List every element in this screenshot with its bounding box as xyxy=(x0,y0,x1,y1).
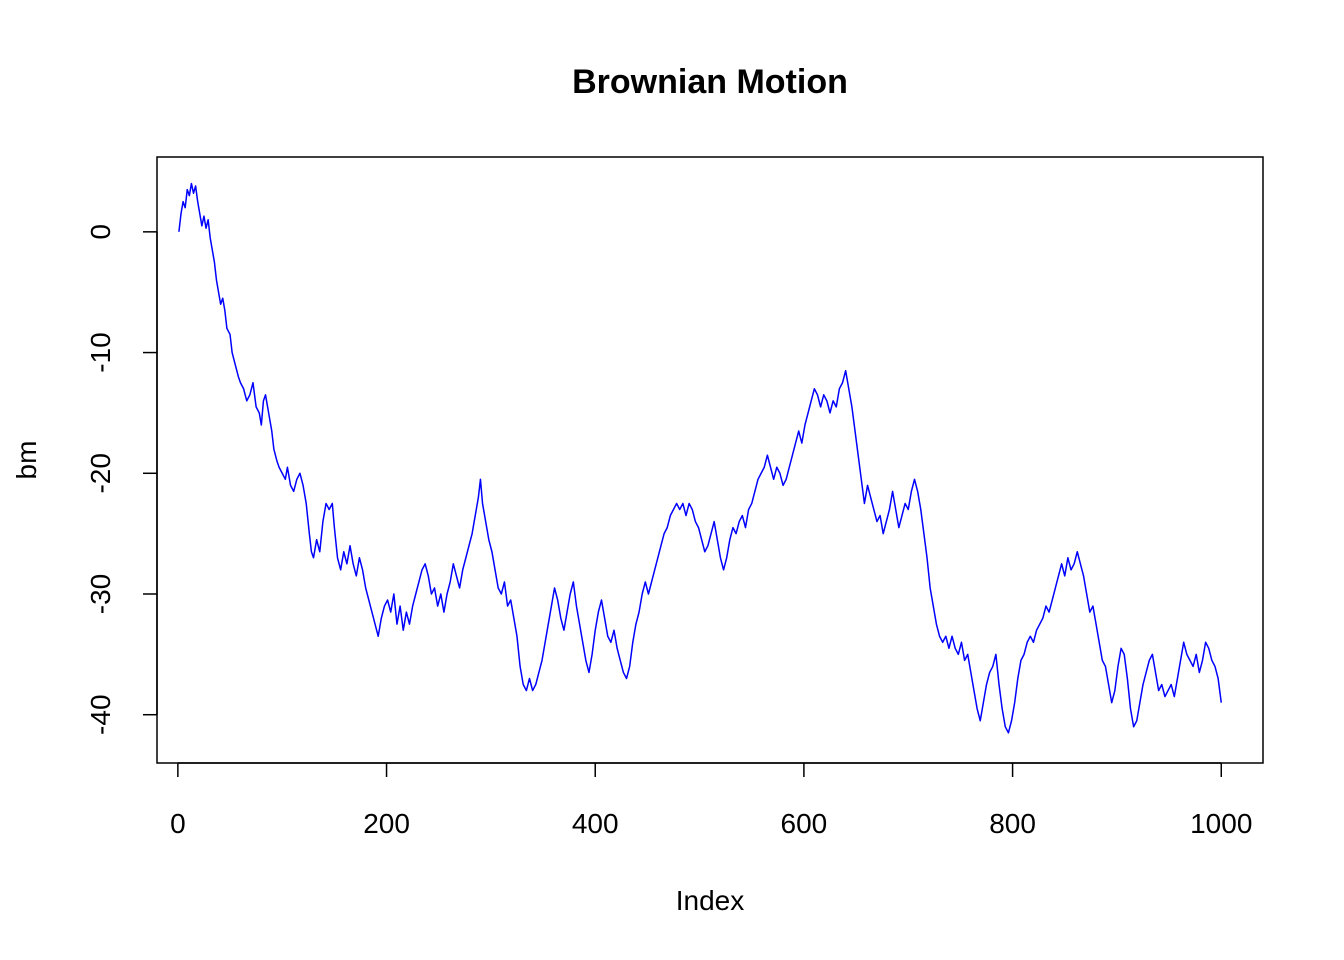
x-tick-label: 600 xyxy=(781,808,828,839)
x-axis-label: Index xyxy=(676,885,745,916)
chart-title: Brownian Motion xyxy=(572,63,848,101)
y-tick-label: -10 xyxy=(85,332,116,372)
y-tick-label: -30 xyxy=(85,574,116,614)
plot-frame xyxy=(156,156,1264,764)
y-tick-label: -40 xyxy=(85,694,116,734)
y-tick-label: 0 xyxy=(85,224,116,240)
x-tick-label: 400 xyxy=(572,808,619,839)
y-axis: 0 -10 -20 -30 -40 xyxy=(85,224,158,735)
x-tick-label: 200 xyxy=(363,808,410,839)
y-tick-label: -20 xyxy=(85,453,116,493)
x-tick-label: 1000 xyxy=(1190,808,1252,839)
series-line xyxy=(178,182,1223,734)
x-axis: 0 200 400 600 800 1000 xyxy=(170,762,1252,839)
y-axis-label: bm xyxy=(11,441,42,480)
x-tick-label: 0 xyxy=(170,808,186,839)
x-tick-label: 800 xyxy=(989,808,1036,839)
